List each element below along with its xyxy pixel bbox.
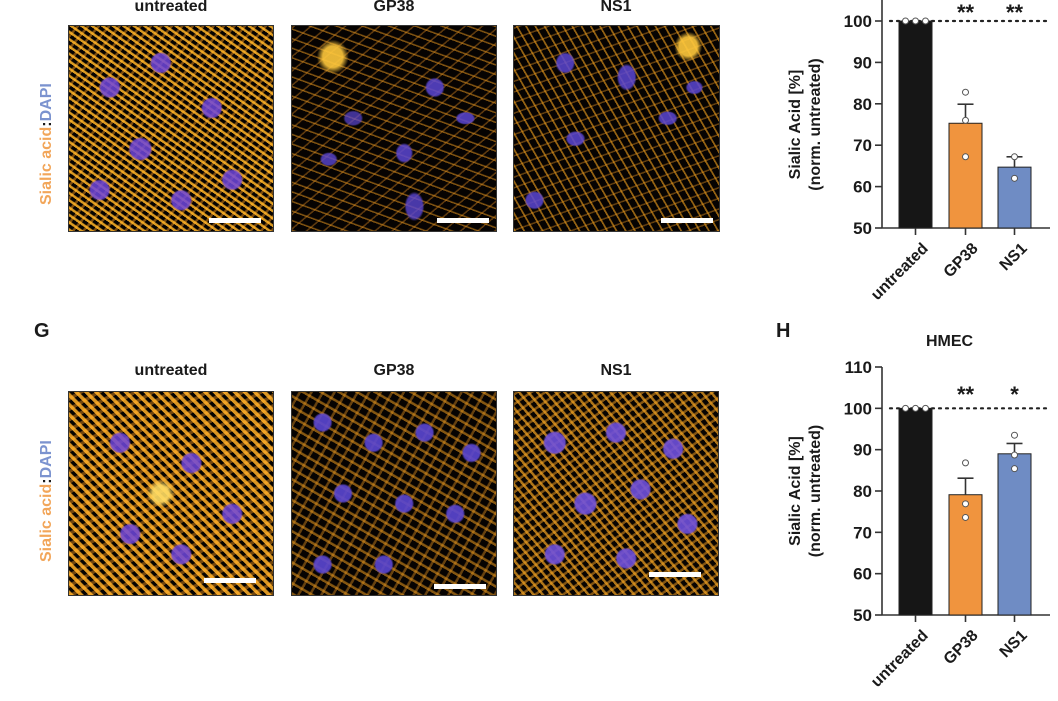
y-tick-label: 50 xyxy=(853,606,872,625)
label-sialic-acid: Sialic acid xyxy=(38,126,55,205)
data-point xyxy=(962,153,969,161)
y-tick-label: 110 xyxy=(845,358,872,377)
col-title-ns1-bottom: NS1 xyxy=(600,362,632,379)
y-axis-label: (norm. untreated) xyxy=(807,425,824,557)
col-title-gp38-top: GP38 xyxy=(373,0,415,15)
data-point xyxy=(922,17,929,25)
significance-marker: ** xyxy=(1006,0,1024,25)
y-tick-label: 100 xyxy=(844,12,872,31)
y-tick-label: 70 xyxy=(853,523,872,542)
scale-bar xyxy=(434,584,486,589)
y-tick-label: 80 xyxy=(853,95,872,114)
label-dapi: DAPI xyxy=(38,440,55,479)
data-point xyxy=(1011,451,1018,459)
data-point xyxy=(912,404,919,412)
bar-untreated xyxy=(898,20,933,229)
data-point xyxy=(902,17,909,25)
data-point xyxy=(962,88,969,96)
micrograph-gp38-top xyxy=(291,25,497,232)
y-tick-label: 90 xyxy=(853,53,872,72)
y-axis-label: (norm. untreated) xyxy=(807,58,824,190)
bar-untreated xyxy=(898,407,933,616)
bar-chart-top: 50 60 70 80 90 100 Sialic Acid [%] (norm. untre… xyxy=(787,0,1052,304)
data-point xyxy=(962,500,969,508)
data-point xyxy=(912,17,919,25)
col-title-untreated-top: untreated xyxy=(134,0,208,15)
label-dapi: DAPI xyxy=(38,83,55,122)
x-tick-label: GP38 xyxy=(941,627,982,668)
data-point xyxy=(962,513,969,521)
panel-letter-h: H xyxy=(776,320,791,342)
x-tick-label: NS1 xyxy=(997,627,1031,661)
x-tick-label: untreated xyxy=(868,627,932,691)
y-tick-label: 70 xyxy=(853,136,872,155)
y-tick-label: 60 xyxy=(853,178,872,197)
row-label-bottom: Sialic acid:DAPI xyxy=(38,440,56,562)
col-title-gp38-bottom: GP38 xyxy=(373,362,415,379)
data-point xyxy=(962,459,969,467)
bar-gp38 xyxy=(948,122,983,229)
scale-bar xyxy=(649,572,701,577)
col-title-untreated-bottom: untreated xyxy=(134,362,208,379)
label-sialic-acid: Sialic acid xyxy=(38,483,55,562)
x-tick-label: NS1 xyxy=(997,240,1031,274)
data-point xyxy=(1011,431,1018,439)
col-title-ns1-top: NS1 xyxy=(600,0,632,15)
micrograph-untreated-top xyxy=(68,25,274,232)
scale-bar xyxy=(437,218,489,223)
micrograph-ns1-bottom xyxy=(513,391,719,596)
y-tick-label: 60 xyxy=(853,565,872,584)
micrograph-gp38-bottom xyxy=(291,391,497,596)
data-point xyxy=(1011,153,1018,161)
label-sep: : xyxy=(38,121,55,127)
scale-bar xyxy=(209,218,261,223)
y-tick-label: 50 xyxy=(853,219,872,238)
scale-bar xyxy=(204,578,256,583)
y-axis-label: Sialic Acid [%] xyxy=(787,70,804,180)
data-point xyxy=(902,404,909,412)
y-tick-label: 90 xyxy=(853,441,872,460)
scale-bar xyxy=(661,218,713,223)
label-sep: : xyxy=(38,478,55,484)
bar-chart-bottom: 50 60 70 80 90 100 110 Sialic Acid [%] (norm. un… xyxy=(787,358,1052,691)
bar-gp38 xyxy=(948,494,983,616)
data-point xyxy=(1011,174,1018,182)
x-tick-label: GP38 xyxy=(941,240,982,281)
bar-ns1 xyxy=(997,453,1032,616)
data-point xyxy=(962,116,969,124)
significance-marker: ** xyxy=(957,0,975,25)
significance-marker: * xyxy=(1010,382,1019,407)
row-label-top: Sialic acid:DAPI xyxy=(38,83,56,205)
y-tick-label: 100 xyxy=(844,399,872,418)
data-point xyxy=(1011,465,1018,473)
y-axis-label: Sialic Acid [%] xyxy=(787,436,804,546)
micrograph-untreated-bottom xyxy=(68,391,274,596)
panel-letter-g: G xyxy=(34,320,50,342)
micrograph-ns1-top xyxy=(513,25,720,232)
significance-marker: ** xyxy=(957,382,975,407)
data-point xyxy=(922,404,929,412)
y-tick-label: 80 xyxy=(853,482,872,501)
x-tick-label: untreated xyxy=(868,240,932,304)
chart-title-hmec: HMEC xyxy=(926,333,974,350)
